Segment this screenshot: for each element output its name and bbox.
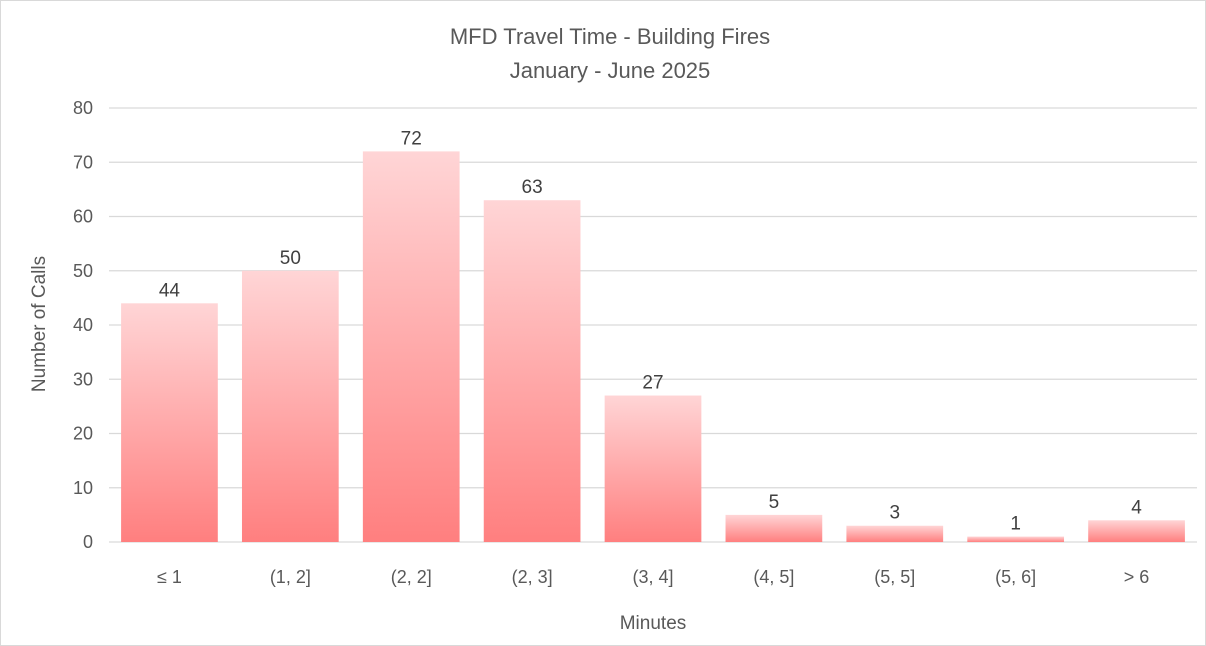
bar (725, 514, 823, 542)
chart-subtitle: January - June 2025 (510, 58, 711, 83)
bar (604, 395, 702, 542)
bar (846, 525, 944, 542)
data-label: 1 (1010, 514, 1021, 535)
bar (967, 536, 1065, 542)
x-tick-label: (1, 2] (270, 567, 311, 587)
x-tick-label: (2, 2] (391, 567, 432, 587)
data-label: 50 (280, 248, 301, 269)
x-tick-label: > 6 (1124, 567, 1150, 587)
chart-title: MFD Travel Time - Building Fires (450, 24, 770, 49)
data-labels: 44 50 72 63 27 5 3 1 4 (159, 128, 1142, 534)
data-label: 63 (522, 177, 543, 198)
y-tick-label: 60 (73, 207, 93, 227)
data-label: 3 (889, 503, 900, 524)
bar (362, 151, 460, 542)
y-tick-label: 0 (83, 532, 93, 552)
data-label: 5 (769, 492, 780, 513)
bar (1088, 520, 1185, 542)
y-tick-label: 80 (73, 98, 93, 118)
data-label: 27 (642, 373, 663, 394)
y-tick-label: 40 (73, 315, 93, 335)
x-tick-label: ≤ 1 (157, 567, 182, 587)
x-tick-label: (2, 3] (512, 567, 553, 587)
x-tick-label: (3, 4] (632, 567, 673, 587)
data-label: 72 (401, 128, 422, 149)
y-axis-ticks: 0 10 20 30 40 50 60 70 80 (73, 98, 93, 552)
y-tick-label: 10 (73, 478, 93, 498)
x-tick-label: (5, 5] (874, 567, 915, 587)
y-tick-label: 50 (73, 261, 93, 281)
x-tick-label: (4, 5] (753, 567, 794, 587)
data-label: 44 (159, 280, 181, 301)
bar (483, 200, 581, 542)
x-axis-title: Minutes (620, 613, 687, 634)
x-axis-ticks: ≤ 1 (1, 2] (2, 2] (2, 3] (3, 4] (4, 5] (5, 5] (… (157, 567, 1149, 587)
y-axis-title: Number of Calls (29, 256, 50, 392)
bar (121, 303, 218, 542)
bar (241, 270, 339, 542)
data-label: 4 (1131, 497, 1142, 518)
y-tick-label: 30 (73, 369, 93, 389)
bars (121, 151, 1185, 542)
y-tick-label: 70 (73, 152, 93, 172)
x-tick-label: (5, 6] (995, 567, 1036, 587)
y-tick-label: 20 (73, 424, 93, 444)
